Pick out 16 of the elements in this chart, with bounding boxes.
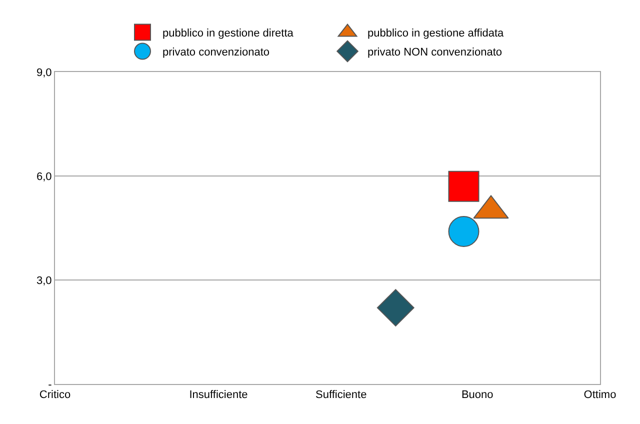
legend-label: privato convenzionato [162,46,270,59]
y-tick-label: - [48,378,52,391]
legend-label: pubblico in gestione affidata [368,28,505,40]
legend-label: privato NON convenzionato [368,46,502,59]
y-tick-label: 3,0 [36,274,52,287]
legend-label: pubblico in gestione diretta [162,28,294,40]
x-tick-label: Sufficiente [316,389,367,402]
point [448,170,480,202]
y-tick-label: 6,0 [36,170,52,183]
x-tick-label: Ottimo [584,389,616,402]
point [448,216,480,247]
x-tick-label: Insufficiente [189,389,248,402]
x-tick-label: Buono [461,389,494,402]
y-tick-label: 9,0 [36,66,52,79]
point [376,289,414,326]
x-tick-label: Critico [39,389,71,402]
